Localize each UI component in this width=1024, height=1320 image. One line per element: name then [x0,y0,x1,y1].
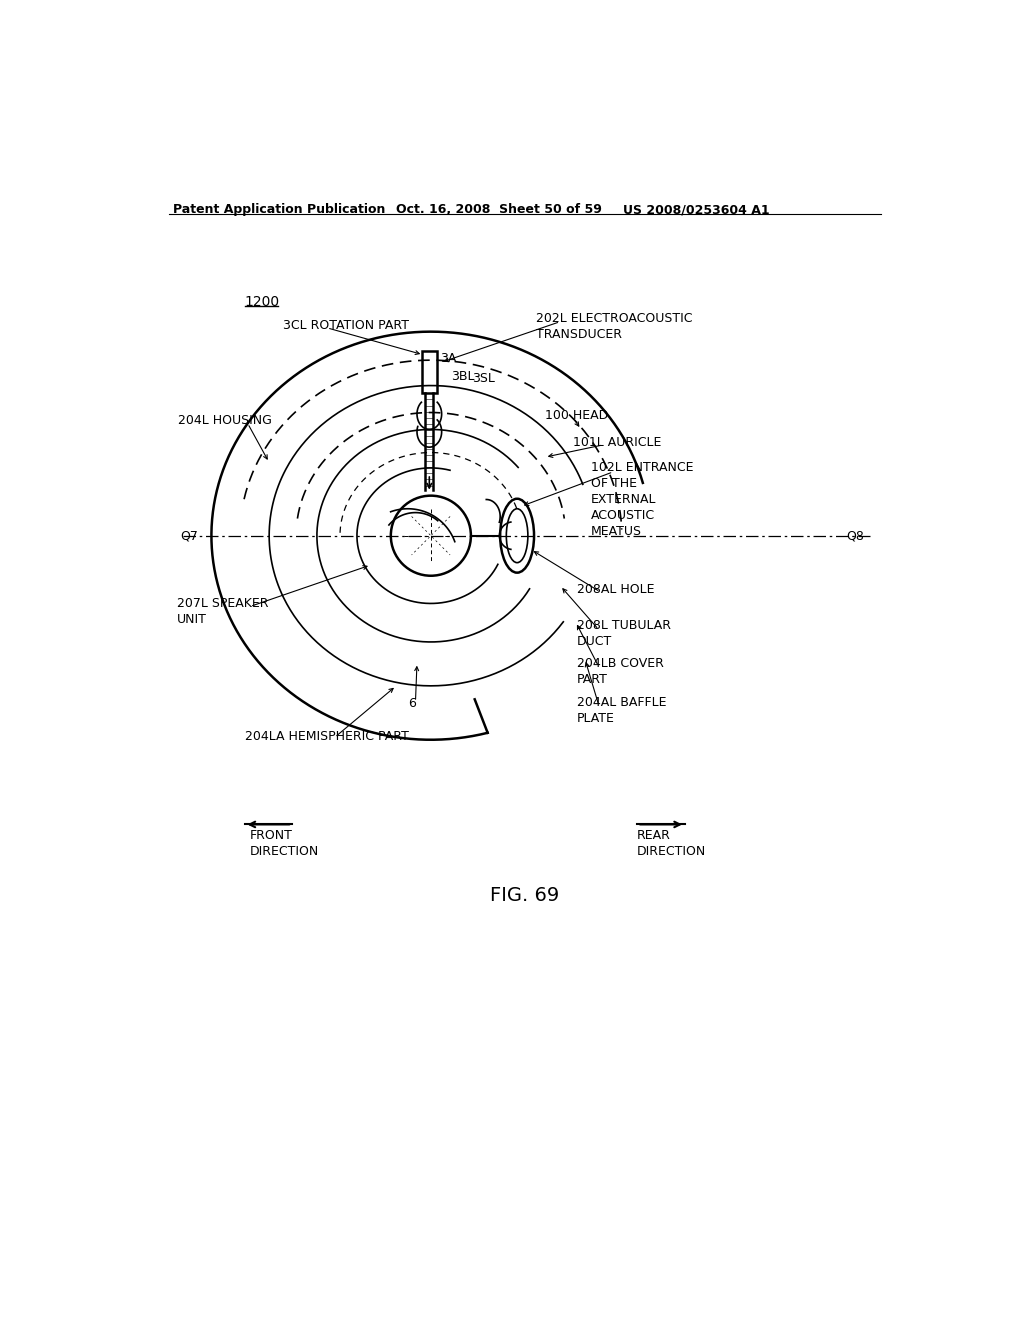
Text: FRONT
DIRECTION: FRONT DIRECTION [250,829,319,858]
Bar [422,351,437,393]
Text: 208AL HOLE: 208AL HOLE [578,583,654,597]
Text: 204LA HEMISPHERIC PART: 204LA HEMISPHERIC PART [245,730,409,743]
Text: 100 HEAD: 100 HEAD [545,409,608,421]
Text: REAR
DIRECTION: REAR DIRECTION [637,829,707,858]
Text: Oct. 16, 2008  Sheet 50 of 59: Oct. 16, 2008 Sheet 50 of 59 [396,203,602,216]
Text: 3CL ROTATION PART: 3CL ROTATION PART [283,318,409,331]
Text: 3BL: 3BL [451,370,474,383]
Text: FIG. 69: FIG. 69 [490,886,559,906]
Text: 207L SPEAKER
UNIT: 207L SPEAKER UNIT [177,598,268,626]
Text: 102L ENTRANCE
OF THE
EXTERNAL
ACOUSTIC
MEATUS: 102L ENTRANCE OF THE EXTERNAL ACOUSTIC M… [591,461,693,539]
Text: 101L AURICLE: 101L AURICLE [573,436,662,449]
Text: Q8: Q8 [847,529,864,543]
Text: 3SL: 3SL [472,372,495,385]
Text: 1200: 1200 [245,296,280,309]
Text: Q7: Q7 [180,529,199,543]
Text: 6: 6 [408,697,416,710]
Text: 208L TUBULAR
DUCT: 208L TUBULAR DUCT [578,619,671,648]
Text: 204AL BAFFLE
PLATE: 204AL BAFFLE PLATE [578,696,667,725]
Text: US 2008/0253604 A1: US 2008/0253604 A1 [624,203,770,216]
Text: 202L ELECTROACOUSTIC
TRANSDUCER: 202L ELECTROACOUSTIC TRANSDUCER [537,313,693,342]
Text: 204L HOUSING: 204L HOUSING [178,414,272,428]
Text: Patent Application Publication: Patent Application Publication [173,203,385,216]
Text: 204LB COVER
PART: 204LB COVER PART [578,657,664,686]
Text: 3A: 3A [440,352,457,366]
